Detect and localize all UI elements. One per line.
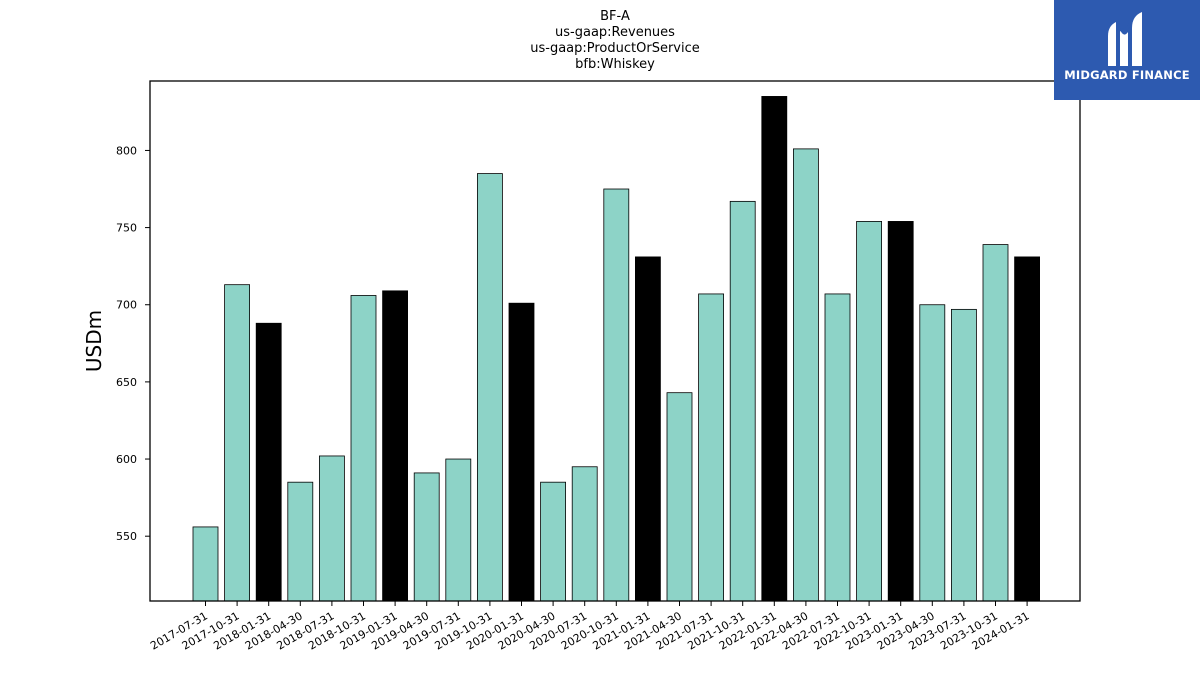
bar-2021-01-31 xyxy=(635,256,661,602)
bar-2019-04-30 xyxy=(413,472,440,602)
bar-2021-07-31 xyxy=(698,293,724,602)
bar-2023-01-31 xyxy=(887,221,914,602)
bar-2021-04-30 xyxy=(666,392,693,602)
title-line-2: us-gaap:Revenues xyxy=(555,25,675,40)
bar-2020-04-30 xyxy=(540,481,566,602)
y-tick-label: 600 xyxy=(116,453,137,466)
title-line-1: BF-A xyxy=(600,9,630,24)
bar-2018-01-31 xyxy=(255,322,282,602)
y-tick-label: 550 xyxy=(116,530,137,543)
bar-2022-10-31 xyxy=(856,221,882,602)
y-tick-label: 800 xyxy=(116,144,137,157)
bar-2018-04-30 xyxy=(287,481,314,602)
bar-2023-07-31 xyxy=(951,308,977,602)
bar-2017-07-31 xyxy=(192,526,219,602)
bar-2019-01-31 xyxy=(382,290,409,602)
bar-2019-07-31 xyxy=(445,458,472,602)
y-ticks-group: 550 600 650 700 750 800 xyxy=(116,144,150,543)
bars-group xyxy=(192,96,1040,602)
title-line-4: bfb:Whiskey xyxy=(575,57,655,72)
bar-2023-04-30 xyxy=(919,304,946,602)
logo-mark-icon xyxy=(1108,12,1142,66)
y-tick-label: 750 xyxy=(116,222,137,235)
plot-frame xyxy=(149,80,1081,602)
bar-2020-10-31 xyxy=(603,188,630,602)
y-tick-label: 700 xyxy=(116,299,137,312)
bar-2020-01-31 xyxy=(508,302,535,602)
bar-2019-10-31 xyxy=(476,173,503,602)
title-line-3: us-gaap:ProductOrService xyxy=(530,41,700,56)
bar-2020-07-31 xyxy=(571,466,598,602)
bar-2024-01-31 xyxy=(1014,256,1040,602)
chart-title: BF-A us-gaap:Revenues us-gaap:ProductOrS… xyxy=(530,9,700,72)
bar-2017-10-31 xyxy=(224,284,251,602)
bar-2022-07-31 xyxy=(824,293,851,602)
midgard-finance-logo: MIDGARD FINANCE xyxy=(1054,0,1200,100)
bar-2021-10-31 xyxy=(729,200,756,602)
logo-text: MIDGARD FINANCE xyxy=(1064,68,1190,82)
y-tick-label: 650 xyxy=(116,376,137,389)
x-ticks-group: 2017-07-312017-10-312018-01-312018-04-30… xyxy=(148,601,1032,653)
bar-2018-07-31 xyxy=(318,455,345,602)
bar-2018-10-31 xyxy=(350,295,377,602)
bar-2023-10-31 xyxy=(982,244,1009,602)
y-axis-label: USDm xyxy=(82,310,106,372)
bar-2022-04-30 xyxy=(793,148,819,602)
bar-2022-01-31 xyxy=(761,96,788,602)
